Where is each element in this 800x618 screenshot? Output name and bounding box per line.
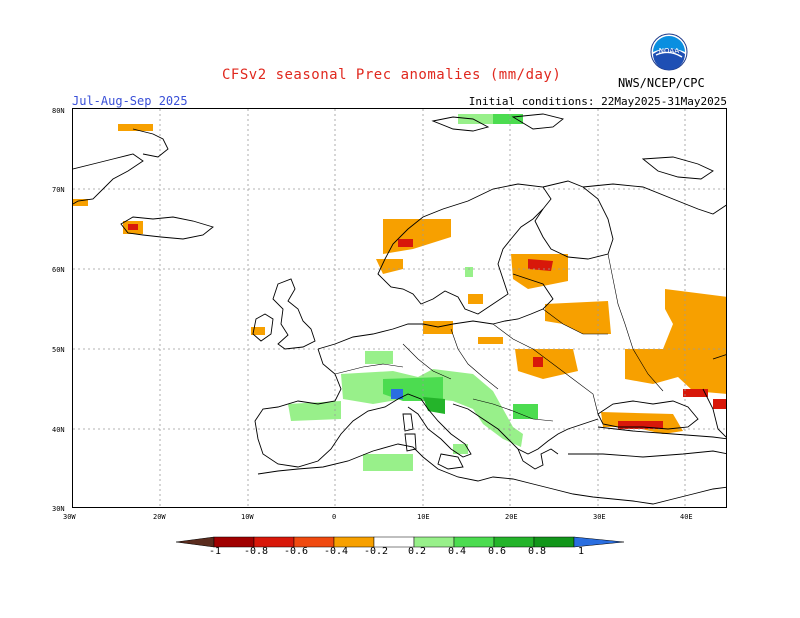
legend-label-plus-08: 0.8 — [528, 546, 547, 557]
logo-text: NOAA — [659, 47, 680, 55]
lon-label-40e: 40E — [680, 513, 693, 521]
lon-label-30w: 30W — [63, 513, 76, 521]
coastlines — [73, 113, 726, 505]
europe-map — [73, 109, 726, 507]
lat-label-50n: 50N — [52, 346, 65, 354]
legend-label-minus-08: -0.8 — [244, 546, 269, 557]
anomaly-shading — [73, 114, 726, 471]
lon-label-20e: 20E — [505, 513, 518, 521]
lon-label-20w: 20W — [153, 513, 166, 521]
lon-label-10w: 10W — [241, 513, 254, 521]
map-title: CFSv2 seasonal Prec anomalies (mm/day) — [222, 67, 562, 83]
lat-label-60n: 60N — [52, 266, 65, 274]
legend-label-minus-04: -0.4 — [324, 546, 349, 557]
legend-label-minus-02: -0.2 — [364, 546, 389, 557]
legend-label-plus-1: 1 — [578, 546, 585, 557]
lat-label-40n: 40N — [52, 426, 65, 434]
legend-colorbar — [176, 536, 625, 548]
lat-label-80n: 80N — [52, 107, 65, 115]
lat-label-70n: 70N — [52, 186, 65, 194]
legend-label-minus-06: -0.6 — [284, 546, 309, 557]
lon-label-0: 0 — [332, 513, 337, 521]
legend-label-plus-02: 0.2 — [408, 546, 427, 557]
legend-swatch-above-1 — [573, 536, 625, 548]
lat-label-30n: 30N — [52, 505, 65, 513]
initial-conditions-label: Initial conditions: 22May2025-31May2025 — [468, 95, 727, 108]
season-label: Jul-Aug-Sep 2025 — [72, 94, 188, 108]
legend-label-plus-04: 0.4 — [448, 546, 467, 557]
map-panel — [72, 108, 727, 508]
noaa-logo-icon: NOAA — [650, 33, 688, 71]
graticule — [73, 109, 726, 507]
legend-label-plus-06: 0.6 — [488, 546, 507, 557]
lon-label-30e: 30E — [593, 513, 606, 521]
lon-label-10e: 10E — [417, 513, 430, 521]
legend-label-minus-1: -1 — [209, 546, 222, 557]
agency-label: NWS/NCEP/CPC — [618, 76, 705, 90]
